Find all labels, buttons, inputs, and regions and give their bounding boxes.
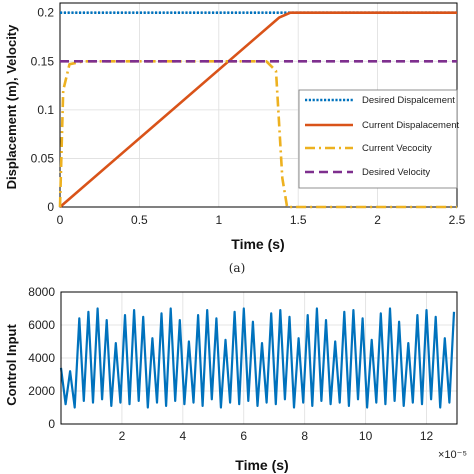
chart1-series [58,11,457,209]
x-tick-label: 1 [215,213,222,227]
x-tick-label: 2.5 [449,213,466,227]
x-tick-label: 2 [119,429,126,443]
chart2-x-axis-label: Time (s) [235,457,288,473]
chart2-x-exponent: ×10⁻⁵ [438,449,467,461]
chart1-legend: Desired Dispalcement Current Dispalacemen… [298,89,460,189]
x-tick-label: 10 [359,429,373,443]
x-tick-label: 0.5 [131,213,148,227]
y-tick-label: 0.1 [37,103,54,117]
y-tick-label: 6000 [28,318,55,332]
y-tick-label: 8000 [28,285,55,299]
y-tick-label: 0.15 [31,54,55,68]
x-tick-label: 2 [374,213,381,227]
chart1-y-axis-label: Displacement (m), Velocity [4,24,19,189]
chart1-y-ticks: 0 0.05 0.1 0.15 0.2 [31,6,55,214]
y-tick-label: 0.2 [37,6,54,20]
x-tick-label: 1.5 [290,213,307,227]
chart2-y-axis-label: Control Input [4,324,19,406]
chart2-y-ticks: 0 2000 4000 6000 8000 [28,285,55,431]
y-tick-label: 0 [48,417,55,431]
displacement-velocity-chart: 0 0.05 0.1 0.15 0.2 0 0.5 1 1.5 2 2.5 Displacemen… [4,2,466,252]
series-line-3 [58,59,457,209]
y-tick-label: 0 [47,200,54,214]
figure-caption: (a) [229,261,246,275]
y-tick-label: 0.05 [31,151,55,165]
control-input-chart: 0 2000 4000 6000 8000 2 4 6 8 10 12 Control Input… [4,285,467,473]
x-tick-label: 12 [420,429,434,443]
legend-label: Desired Dispalcement [362,95,455,106]
x-tick-label: 6 [240,429,247,443]
legend-label: Desired Velocity [362,167,430,178]
y-tick-label: 4000 [28,351,55,365]
y-tick-label: 2000 [28,384,55,398]
x-tick-label: 4 [180,429,187,443]
chart2-series [59,307,456,409]
legend-entries: Desired Dispalcement Current Dispalacemen… [305,95,460,178]
chart1-x-ticks: 0 0.5 1 1.5 2 2.5 [57,213,466,227]
chart2-plot-frame [60,291,458,425]
chart1-x-axis-label: Time (s) [231,236,284,252]
x-tick-label: 0 [57,213,64,227]
legend-label: Current Dispalacement [362,120,460,131]
x-tick-label: 8 [301,429,308,443]
series-line-2 [59,11,457,208]
legend-label: Current Vecocity [362,143,432,154]
chart2-x-ticks: 2 4 6 8 10 12 [119,429,434,443]
control-input-line [59,307,456,409]
